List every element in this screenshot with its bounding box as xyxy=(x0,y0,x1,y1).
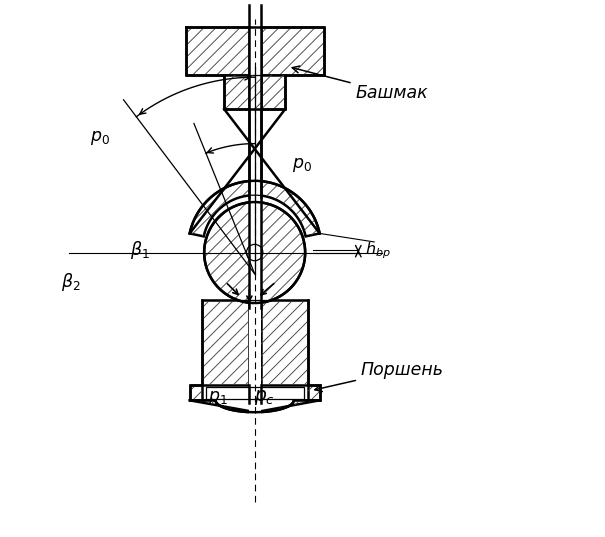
Polygon shape xyxy=(206,387,249,398)
Polygon shape xyxy=(249,387,304,398)
Polygon shape xyxy=(261,300,308,386)
Text: $h_{bp}$: $h_{bp}$ xyxy=(365,240,390,260)
Polygon shape xyxy=(261,27,324,75)
Polygon shape xyxy=(249,75,261,109)
Polygon shape xyxy=(186,27,249,75)
Polygon shape xyxy=(308,386,320,400)
Polygon shape xyxy=(256,400,320,412)
Polygon shape xyxy=(189,400,256,412)
Polygon shape xyxy=(204,202,305,303)
Text: Поршень: Поршень xyxy=(315,361,444,391)
Text: $p_c$: $p_c$ xyxy=(254,388,275,407)
Polygon shape xyxy=(261,75,285,109)
Polygon shape xyxy=(189,386,201,400)
Polygon shape xyxy=(201,300,249,386)
Text: $p_1$: $p_1$ xyxy=(209,389,228,407)
Text: $\beta_1$: $\beta_1$ xyxy=(130,239,149,261)
Text: $\beta_2$: $\beta_2$ xyxy=(60,271,80,293)
Text: $p_0$: $p_0$ xyxy=(90,129,110,147)
Polygon shape xyxy=(249,27,261,432)
Text: Башмак: Башмак xyxy=(292,66,428,103)
Polygon shape xyxy=(224,75,249,109)
Circle shape xyxy=(246,244,263,261)
Text: $p_0$: $p_0$ xyxy=(292,156,312,173)
Polygon shape xyxy=(190,181,319,236)
